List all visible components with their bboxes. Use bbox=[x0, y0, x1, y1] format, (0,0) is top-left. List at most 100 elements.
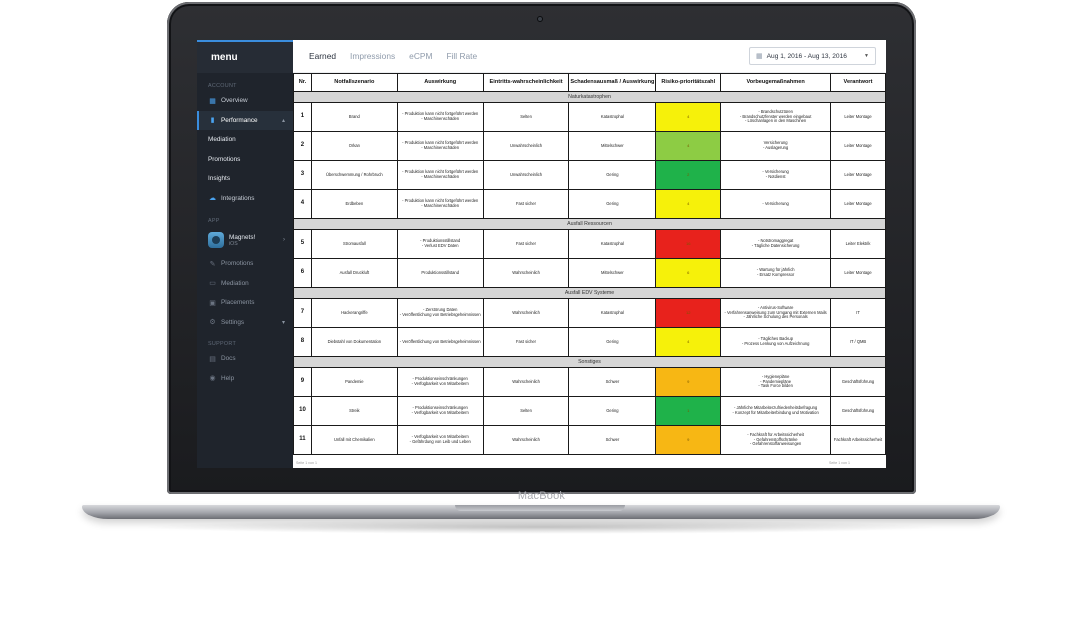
table-row[interactable]: 3 Überschwemmung / Rohrbruch - Produktion … bbox=[293, 160, 886, 190]
tab-impressions[interactable]: Impressions bbox=[350, 51, 396, 61]
sidebar-item-label: Settings bbox=[221, 318, 245, 326]
table-row[interactable]: 5 Stromausfall - Produktionsstillstand - V… bbox=[293, 229, 886, 259]
cell-risk-score: 9 bbox=[655, 425, 722, 455]
cell-risk-score: 12 bbox=[655, 298, 722, 328]
sidebar-item-app-mediation[interactable]: ▭ Mediation bbox=[197, 274, 293, 294]
edit-icon: ✎ bbox=[209, 260, 216, 268]
cell-verantwortlich: Leiter Montage bbox=[830, 258, 886, 288]
cell-szenario: Ausfall Druckluft bbox=[310, 258, 398, 288]
laptop-base bbox=[82, 505, 1000, 519]
table-section-row: Ausfall Ressourcen bbox=[293, 218, 886, 230]
app-selector[interactable]: Magnets! iOS › bbox=[197, 226, 293, 254]
app-icon bbox=[208, 232, 224, 248]
section-title: Sonstiges bbox=[293, 356, 886, 368]
gear-icon: ⚙ bbox=[209, 319, 216, 327]
tab-earned[interactable]: Earned bbox=[309, 51, 337, 61]
tab-bar: Earned Impressions eCPM Fill Rate bbox=[293, 40, 886, 73]
row-number: 6 bbox=[293, 258, 312, 288]
table-row[interactable]: 2 Orkan - Produktion kann nicht fortgeführ… bbox=[293, 131, 886, 161]
sidebar-subitem-promotions[interactable]: Promotions bbox=[197, 150, 293, 170]
cell-vorbeugung: - Hygienepläne - Pandemiepläne - Task Fo… bbox=[720, 367, 832, 397]
table-header-row: Nr. Notfallszenario Auswirkung Eintritts… bbox=[293, 73, 886, 92]
table-row[interactable]: 10 Streik - Produktionseinschränkungen - V… bbox=[293, 396, 886, 426]
sidebar-item-integrations[interactable]: ☁ Integrations bbox=[197, 189, 293, 209]
cell-vorbeugung: - Fachkraft für Arbeitssicherheit - Gefa… bbox=[720, 425, 832, 455]
cell-risk-score: 4 bbox=[655, 131, 722, 161]
date-range-picker[interactable]: ▦ Aug 1, 2016 - Aug 13, 2016 ▼ bbox=[749, 47, 876, 65]
cell-auswirkung: - Produktion kann nicht fortgeführt werd… bbox=[396, 160, 484, 190]
app-os: iOS bbox=[229, 240, 238, 247]
table-row[interactable]: 11 Unfall mit Chemikalien - Verfügbarkeit … bbox=[293, 425, 886, 455]
sidebar-item-docs[interactable]: ▤ Docs bbox=[197, 349, 293, 369]
cell-vorbeugung: - Jährliche Mitarbeiterzufriedenheitsbef… bbox=[720, 396, 832, 426]
tab-fill-rate[interactable]: Fill Rate bbox=[446, 51, 478, 61]
sidebar-subitem-insights[interactable]: Insights bbox=[197, 169, 293, 189]
cell-szenario: Unfall mit Chemikalien bbox=[310, 425, 398, 455]
cell-schaden: Schwer bbox=[568, 367, 657, 397]
cell-schaden: Schwer bbox=[568, 425, 657, 455]
column-header: Auswirkung bbox=[396, 73, 484, 92]
cell-schaden: Gering bbox=[568, 327, 657, 357]
row-number: 11 bbox=[293, 425, 312, 455]
cell-risk-score: 9 bbox=[655, 367, 722, 397]
bar-chart-icon: ▮ bbox=[210, 117, 215, 125]
menu-title[interactable]: menu bbox=[197, 40, 293, 73]
sidebar-item-app-settings[interactable]: ⚙ Settings ▾ bbox=[197, 313, 293, 333]
sidebar-item-label: Mediation bbox=[221, 279, 249, 287]
column-header: Schadensausmaß / Auswirkung bbox=[568, 73, 657, 92]
section-label-app: APP bbox=[208, 218, 220, 224]
cell-auswirkung: - Zerstörung Daten - Veröffentlichung vo… bbox=[396, 298, 484, 328]
app-name: Magnets! bbox=[229, 233, 256, 241]
table-section-row: Ausfall EDV Systeme bbox=[293, 287, 886, 299]
cell-risk-score: 4 bbox=[655, 327, 722, 357]
table-row[interactable]: 1 Brand - Produktion kann nicht fortgeführ… bbox=[293, 102, 886, 132]
cell-vorbeugung: Versicherung - Auslagerung bbox=[720, 131, 832, 161]
column-header: Notfallszenario bbox=[310, 73, 398, 92]
date-range-value: Aug 1, 2016 - Aug 13, 2016 bbox=[766, 52, 847, 60]
cell-verantwortlich: Fachkraft Arbeitssicherheit bbox=[830, 425, 886, 455]
cell-auswirkung: - Produktion kann nicht fortgeführt werd… bbox=[396, 102, 484, 132]
cell-verantwortlich: Leiter Montage bbox=[830, 102, 886, 132]
row-number: 2 bbox=[293, 131, 312, 161]
cell-auswirkung: - Produktionseinschränkungen - Verfügbar… bbox=[396, 367, 484, 397]
cell-eintritt: Wahrscheinlich bbox=[482, 425, 570, 455]
table-row[interactable]: 9 Pandemie - Produktionseinschränkungen - … bbox=[293, 367, 886, 397]
sidebar: menu ACCOUNT ▦ Overview ▮ Performance ▴ … bbox=[197, 40, 293, 468]
cell-szenario: Pandemie bbox=[310, 367, 398, 397]
cell-verantwortlich: Leiter Elektrik bbox=[830, 229, 886, 259]
cell-schaden: Gering bbox=[568, 189, 657, 219]
table-row[interactable]: 8 Diebstahl von Dokumentation - Veröffentl… bbox=[293, 327, 886, 357]
footer-left: Seite 1 von 1 bbox=[296, 461, 317, 465]
cell-auswirkung: - Produktion kann nicht fortgeführt werd… bbox=[396, 189, 484, 219]
column-header: Eintritts-wahrscheinlichkeit bbox=[482, 73, 570, 92]
row-number: 1 bbox=[293, 102, 312, 132]
table-row[interactable]: 4 Erdbeben - Produktion kann nicht fortgef… bbox=[293, 189, 886, 219]
sidebar-item-overview[interactable]: ▦ Overview bbox=[197, 91, 293, 111]
sidebar-item-performance[interactable]: ▮ Performance ▴ bbox=[197, 110, 293, 130]
cell-szenario: Überschwemmung / Rohrbruch bbox=[310, 160, 398, 190]
table-row[interactable]: 6 Ausfall Druckluft Produktionsstillstand W… bbox=[293, 258, 886, 288]
sidebar-item-app-promotions[interactable]: ✎ Promotions bbox=[197, 254, 293, 274]
cell-szenario: Erdbeben bbox=[310, 189, 398, 219]
pin-icon: ◉ bbox=[209, 375, 216, 383]
screen: menu ACCOUNT ▦ Overview ▮ Performance ▴ … bbox=[197, 40, 886, 468]
section-title: Ausfall Ressourcen bbox=[293, 218, 886, 230]
sidebar-subitem-mediation[interactable]: Mediation bbox=[197, 130, 293, 150]
cell-szenario: Stromausfall bbox=[310, 229, 398, 259]
column-header: Risiko-prioritätszahl bbox=[655, 73, 722, 92]
table-row[interactable]: 7 Hackerangriffe - Zerstörung Daten - Verö… bbox=[293, 298, 886, 328]
sidebar-item-app-placements[interactable]: ▣ Placements bbox=[197, 293, 293, 313]
tab-ecpm[interactable]: eCPM bbox=[409, 51, 433, 61]
cell-schaden: Mittelschwer bbox=[568, 131, 657, 161]
cell-verantwortlich: IT / QMB bbox=[830, 327, 886, 357]
sidebar-item-label: Integrations bbox=[221, 194, 255, 202]
cell-verantwortlich: Geschäftsführung bbox=[830, 396, 886, 426]
cell-vorbeugung: - Wartung für jährlich - Ersatz Kompress… bbox=[720, 258, 832, 288]
sidebar-item-help[interactable]: ◉ Help bbox=[197, 369, 293, 389]
row-number: 10 bbox=[293, 396, 312, 426]
cell-verantwortlich: Leiter Montage bbox=[830, 160, 886, 190]
cell-risk-score: 16 bbox=[655, 229, 722, 259]
cell-vorbeugung: - Notstromaggregat - Tägliche Datensiche… bbox=[720, 229, 832, 259]
cell-verantwortlich: Geschäftsführung bbox=[830, 367, 886, 397]
cell-auswirkung: - Produktionseinschränkungen - Verfügbar… bbox=[396, 396, 484, 426]
